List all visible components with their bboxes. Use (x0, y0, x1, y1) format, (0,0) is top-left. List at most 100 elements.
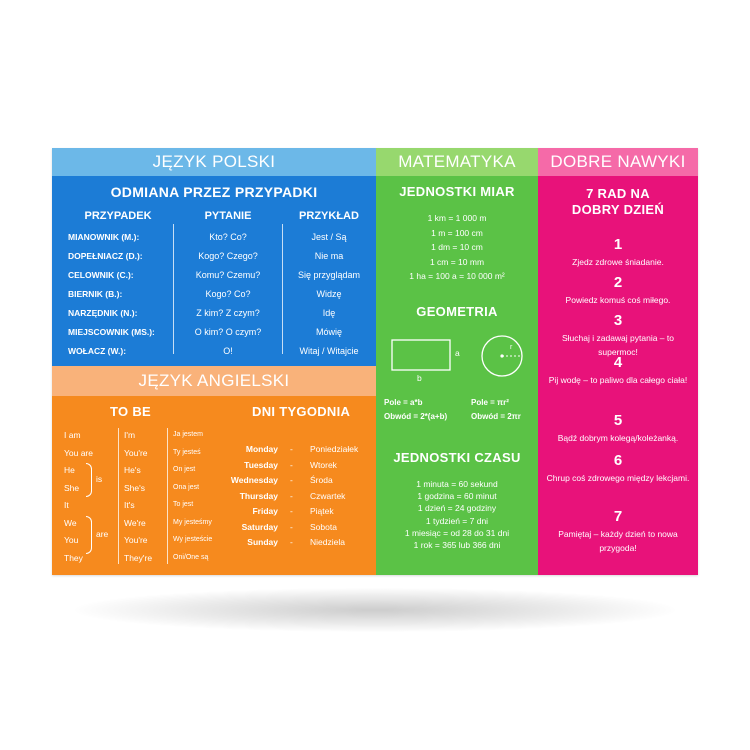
unit-conversion: 1 km = 1 000 m (427, 213, 487, 223)
tip-number: 2 (613, 274, 623, 291)
tip-text: Pij wodę – to paliwo dla całego ciała! (548, 375, 688, 385)
day-english: Monday (245, 444, 278, 454)
column-header-example: PRZYKŁAD (299, 210, 359, 222)
case-question: O! (223, 346, 233, 356)
polish-translation: To jest (173, 501, 194, 508)
time-conversion: 1 miesiąc = od 28 do 31 dni (404, 527, 510, 538)
polish-subtitle: ODMIANA PRZEZ PRZYPADKI (110, 184, 318, 200)
column-divider (173, 224, 174, 354)
case-name: DOPEŁNIACZ (D.): (68, 251, 143, 261)
time-title: JEDNOSTKI CZASU (393, 450, 521, 465)
day-english: Wednesday (230, 475, 278, 485)
case-row: BIERNIK (B.): Kogo? Co? Widzę (52, 289, 376, 305)
case-example: Witaj / Witajcie (299, 346, 359, 356)
day-polish: Czwartek (310, 490, 346, 501)
pronoun: It (64, 500, 69, 510)
case-example: Jest / Są (311, 232, 347, 242)
day-english: Tuesday (244, 459, 278, 470)
pronoun: You are (64, 447, 93, 458)
circle-perimeter-formula: Obwód = 2πr (471, 412, 521, 421)
day-dash: - (290, 506, 293, 516)
day-english: Sunday (247, 537, 278, 547)
day-english: Thursday (239, 490, 278, 501)
case-example: Idę (322, 308, 336, 318)
case-name: BIERNIK (B.): (68, 289, 123, 299)
habits-title-line1: 7 RAD NA (586, 186, 650, 201)
tip-number: 7 (613, 508, 623, 525)
geometry-title: GEOMETRIA (416, 304, 498, 319)
contraction: You're (124, 535, 148, 545)
contraction: We're (124, 517, 146, 528)
days-title: DNI TYGODNIA (252, 404, 351, 419)
habits-header: DOBRE NAWYKI (538, 148, 698, 176)
case-name: MIANOWNIK (M.): (68, 232, 140, 242)
polish-translation: Oni/One są (173, 553, 209, 561)
day-polish: Poniedziałek (310, 444, 359, 454)
contraction: It's (124, 500, 135, 510)
unit-conversion: 1 cm = 10 mm (429, 256, 485, 267)
case-example: Nie ma (314, 251, 344, 261)
day-polish: Sobota (310, 521, 337, 532)
day-polish: Niedziela (310, 537, 345, 547)
case-example: Się przyglądam (297, 270, 361, 280)
rect-side-b: b (417, 373, 422, 383)
case-example: Widzę (316, 289, 342, 299)
column-divider (167, 428, 168, 564)
case-question: Kogo? Czego? (198, 251, 258, 261)
tip-text: Chrup coś zdrowego między lekcjami. (546, 473, 690, 483)
tip-text: Zjedz zdrowe śniadanie. (572, 257, 664, 267)
case-row: NARZĘDNIK (N.): Z kim? Z czym? Idę (52, 308, 376, 324)
column-divider (282, 224, 283, 354)
are-label: are (96, 529, 109, 539)
case-row: DOPEŁNIACZ (D.): Kogo? Czego? Nie ma (52, 251, 376, 267)
pronoun: He (64, 465, 75, 475)
time-conversion: 1 dzień = 24 godziny (417, 503, 497, 514)
day-dash: - (290, 490, 293, 501)
geometry-figures (391, 335, 523, 377)
polish-header: JĘZYK POLSKI (52, 148, 376, 176)
contraction: You're (124, 447, 148, 458)
polish-panel: JĘZYK POLSKI ODMIANA PRZEZ PRZYPADKI PRZ… (52, 148, 376, 366)
pronoun: She (64, 482, 80, 493)
day-dash: - (290, 521, 293, 532)
day-english: Saturday (241, 521, 278, 532)
contraction: She's (124, 482, 145, 493)
case-question: O kim? O czym? (194, 327, 262, 337)
case-row: WOŁACZ (W.): O! Witaj / Witajcie (52, 346, 376, 362)
time-conversion: 1 minuta = 60 sekund (416, 479, 498, 489)
case-question: Kogo? Co? (205, 289, 251, 299)
time-conversion: 1 godzina = 60 minut (417, 491, 497, 502)
circle-area-formula: Pole = πr² (471, 398, 509, 407)
circle-shape (481, 335, 523, 377)
day-english: Friday (252, 506, 278, 516)
rect-side-a: a (455, 348, 460, 358)
unit-conversion: 1 m = 100 cm (431, 227, 483, 238)
case-name: WOŁACZ (W.): (68, 346, 127, 356)
column-header-question: PYTANIE (204, 210, 252, 222)
polish-translation: Ty jesteś (173, 448, 201, 456)
day-polish: Piątek (310, 506, 334, 516)
educational-card: JĘZYK POLSKI ODMIANA PRZEZ PRZYPADKI PRZ… (52, 148, 698, 575)
tip-text: Słuchaj i zadawaj pytania – to supermoc! (562, 333, 674, 357)
tip-number: 4 (613, 354, 623, 371)
card-shadow (75, 588, 675, 632)
circle-radius-label: r (510, 344, 513, 351)
math-panel: MATEMATYKA JEDNOSTKI MIAR 1 km = 1 000 m… (376, 148, 538, 575)
math-header: MATEMATYKA (376, 148, 538, 176)
rect-perimeter-formula: Obwód = 2*(a+b) (384, 412, 448, 421)
day-dash: - (290, 475, 293, 485)
case-question: Komu? Czemu? (195, 270, 261, 280)
english-header: JĘZYK ANGIELSKI (52, 366, 376, 396)
day-dash: - (290, 459, 293, 470)
time-conversion: 1 tydzień = 7 dni (425, 515, 489, 526)
case-name: MIEJSCOWNIK (MS.): (68, 327, 155, 337)
are-bracket (86, 516, 92, 554)
day-dash: - (290, 537, 293, 547)
tip-number: 5 (613, 412, 623, 429)
is-label: is (96, 474, 103, 484)
column-divider (118, 428, 119, 564)
tip-text: Pamiętaj – każdy dzień to nowa przygoda! (558, 529, 678, 553)
case-question: Kto? Co? (209, 232, 247, 242)
tip-number: 6 (613, 452, 623, 469)
tip-number: 3 (613, 312, 623, 329)
